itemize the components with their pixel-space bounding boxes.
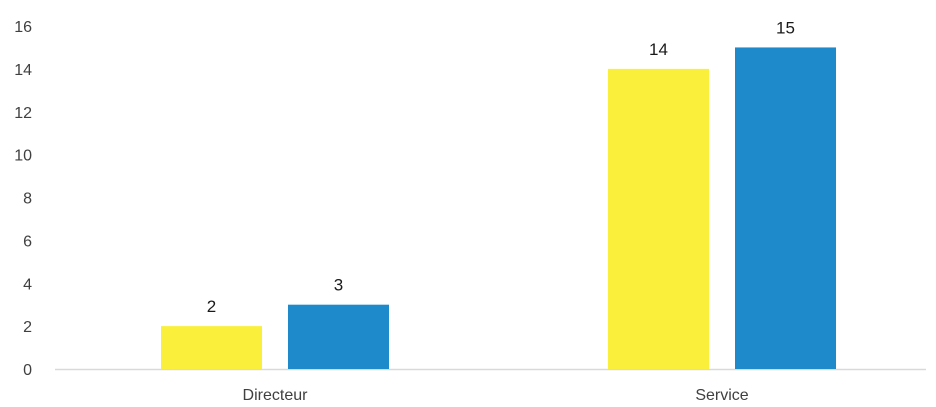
data-label: 14 bbox=[649, 40, 668, 59]
y-tick-label: 14 bbox=[14, 62, 32, 79]
x-category-label: Directeur bbox=[243, 387, 309, 404]
data-label: 3 bbox=[334, 276, 343, 295]
data-label: 2 bbox=[207, 297, 216, 316]
y-tick-label: 10 bbox=[14, 148, 32, 165]
bar bbox=[608, 68, 709, 369]
y-tick-label: 2 bbox=[23, 319, 32, 336]
bar bbox=[288, 304, 389, 369]
data-label: 15 bbox=[776, 18, 795, 37]
y-tick-label: 16 bbox=[14, 19, 32, 36]
y-tick-label: 6 bbox=[23, 233, 32, 250]
y-tick-label: 0 bbox=[23, 362, 32, 379]
y-tick-label: 4 bbox=[23, 276, 32, 293]
bar bbox=[161, 326, 262, 369]
y-tick-label: 12 bbox=[14, 105, 32, 122]
x-category-label: Service bbox=[695, 387, 748, 404]
bar bbox=[735, 47, 836, 369]
y-tick-label: 8 bbox=[23, 191, 32, 208]
